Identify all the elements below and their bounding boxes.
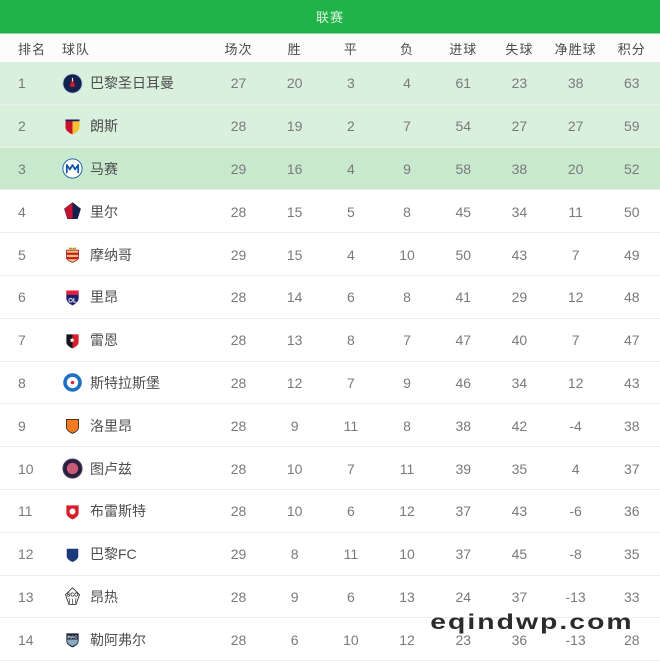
svg-text:SCO: SCO [67,593,80,599]
svg-text:OL: OL [68,297,77,304]
